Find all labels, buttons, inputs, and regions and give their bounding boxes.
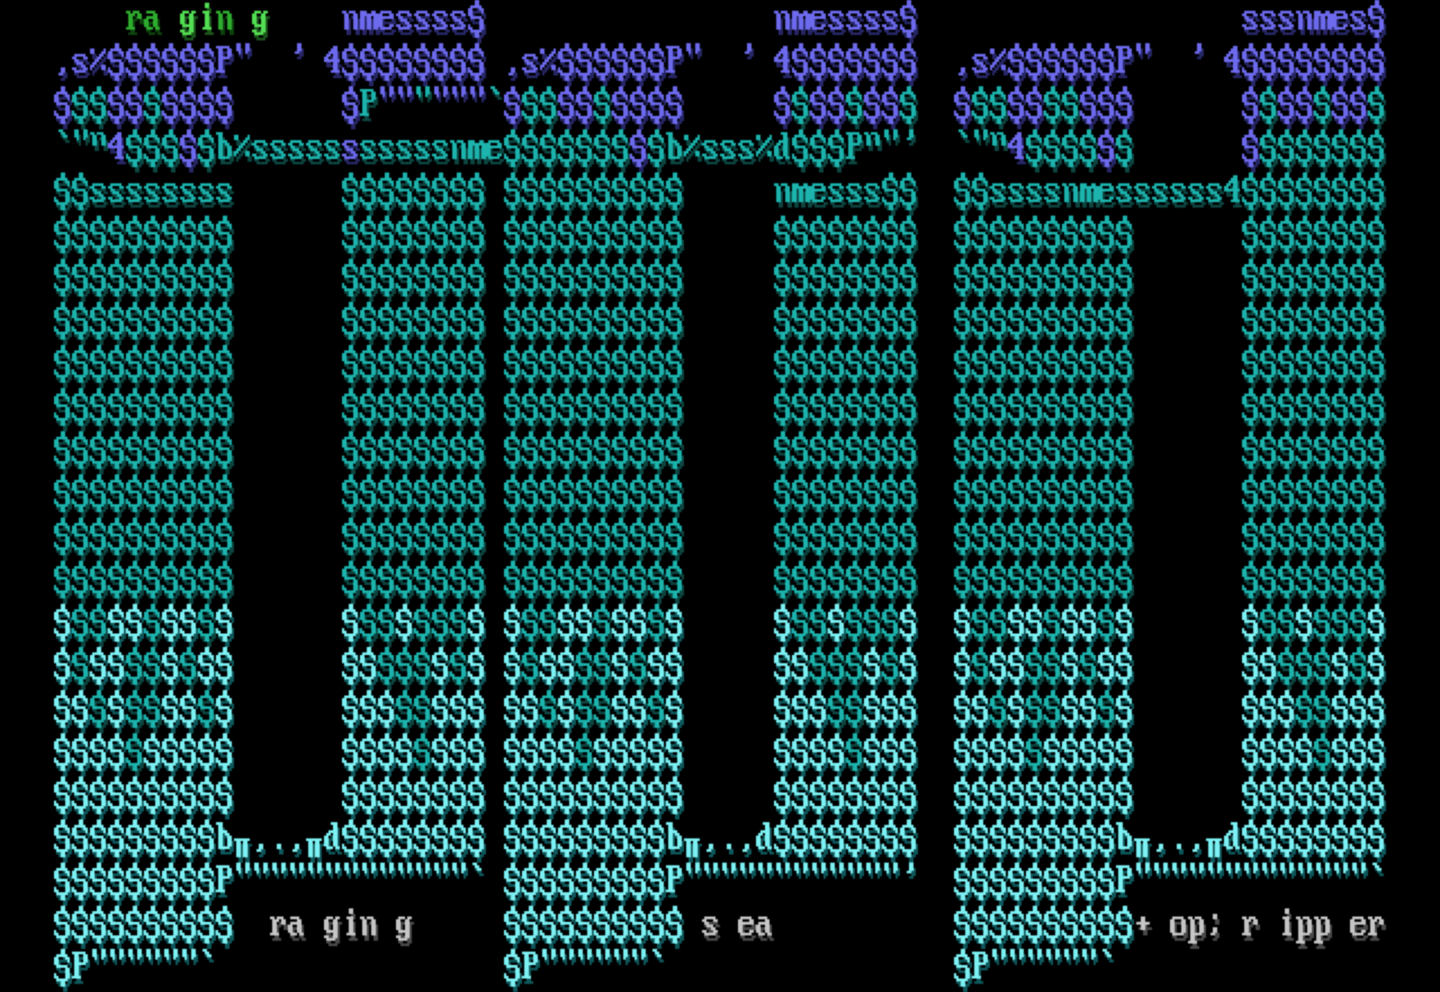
glyph-layer — [54, 0, 1384, 987]
glyph-shadows — [56, 5, 1386, 992]
art-root — [54, 0, 1386, 992]
